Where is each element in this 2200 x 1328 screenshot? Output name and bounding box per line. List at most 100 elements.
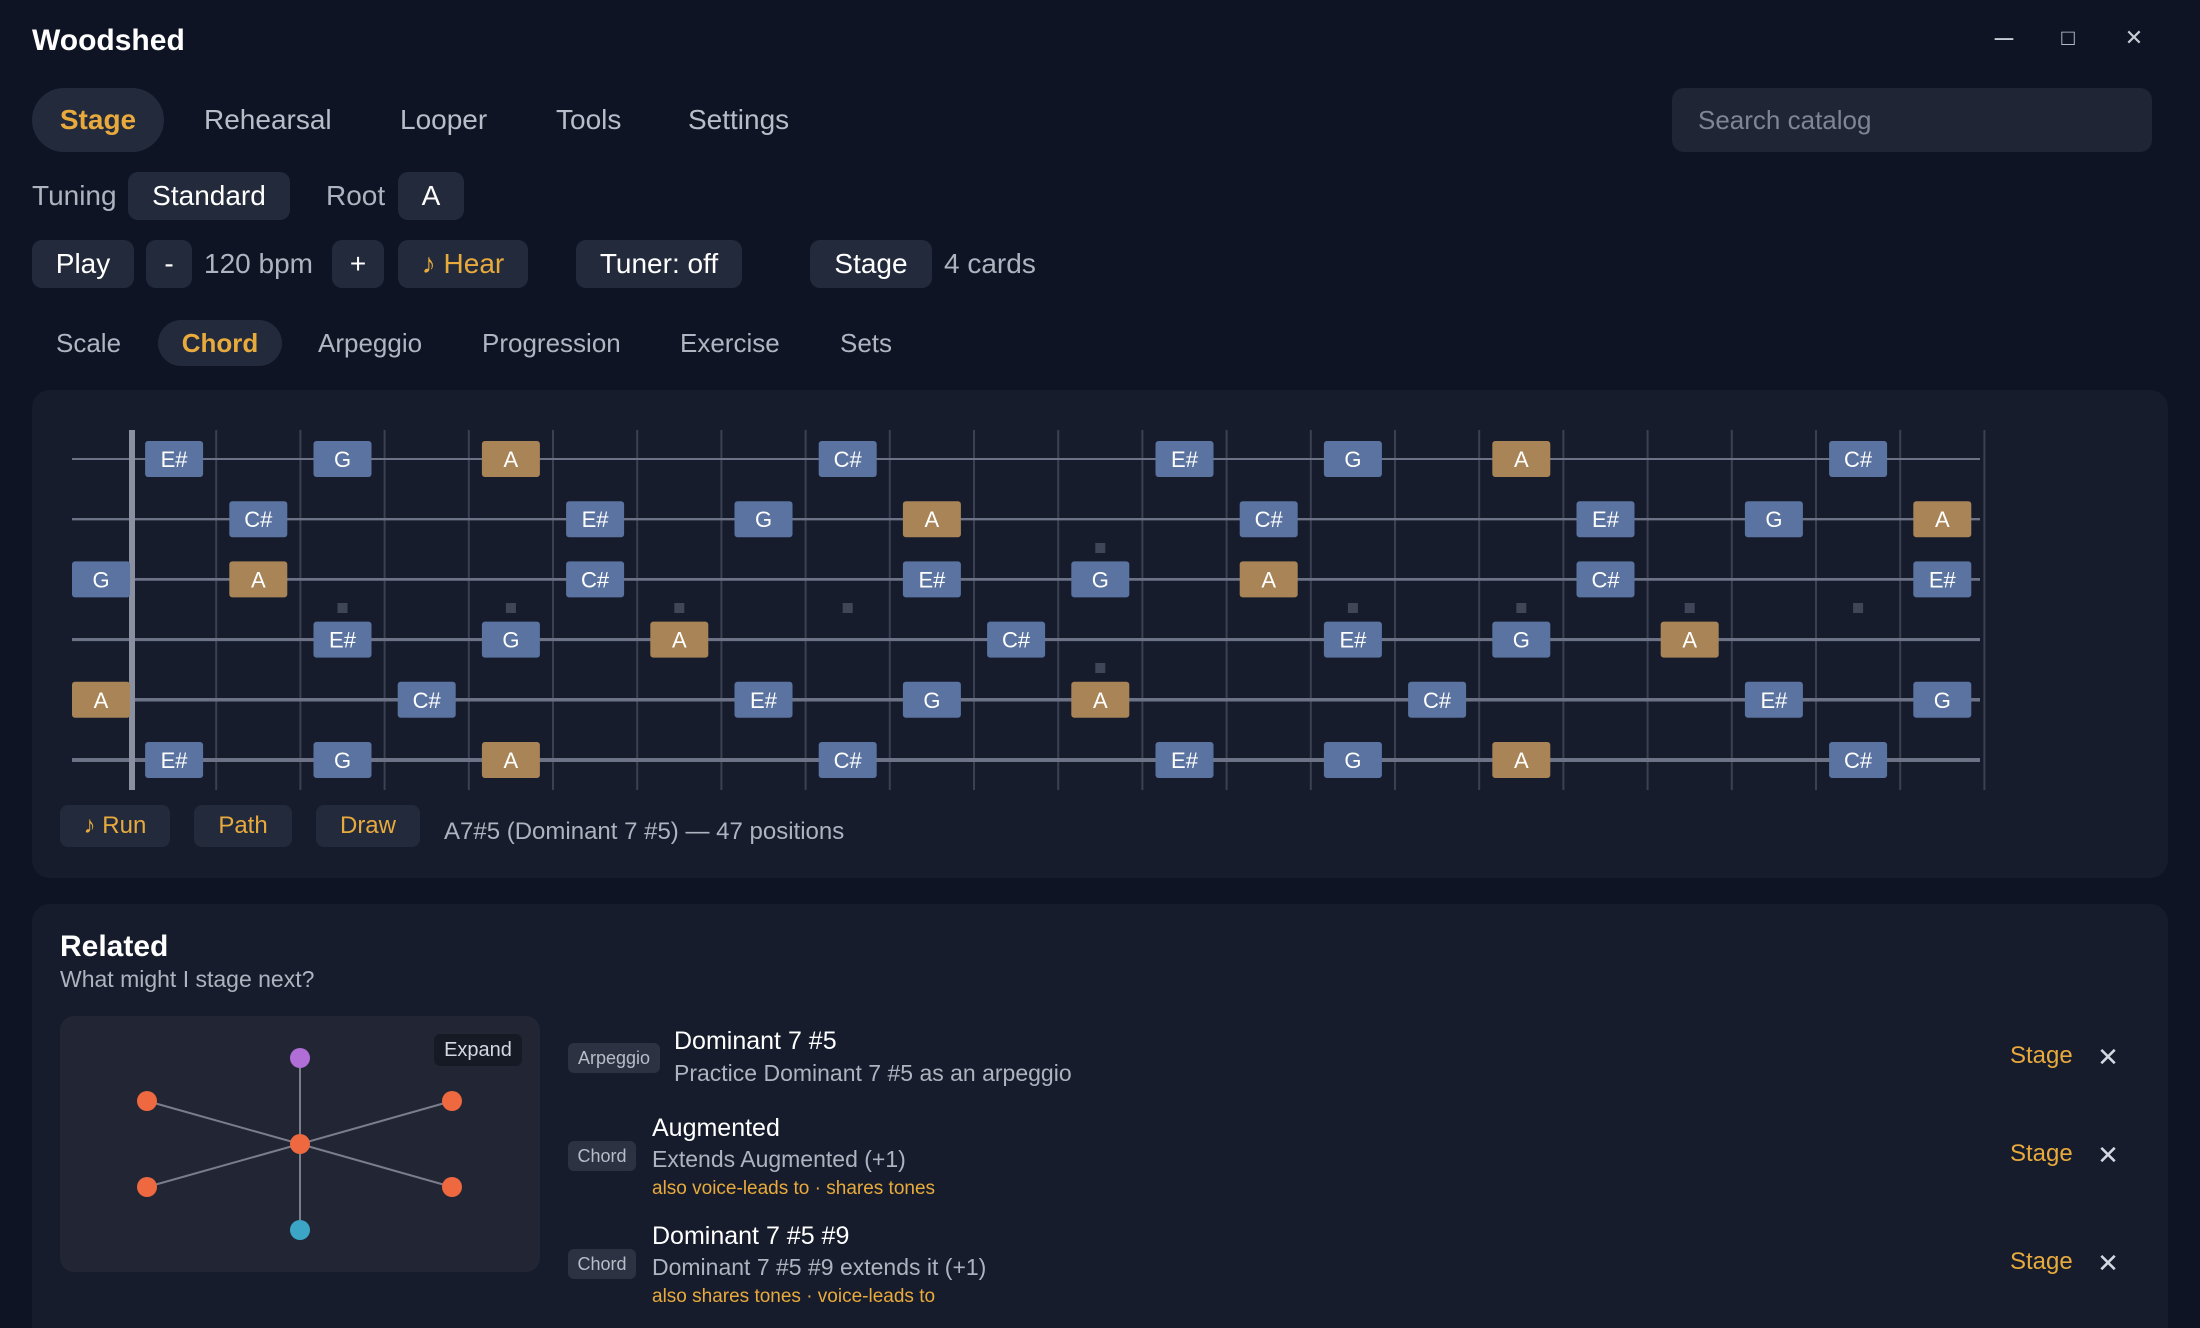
graph-node[interactable]	[137, 1091, 157, 1111]
search-input[interactable]	[1672, 88, 2152, 152]
note-marker[interactable]	[734, 681, 793, 718]
tab-stage[interactable]: Stage	[32, 88, 164, 152]
related-stage-button[interactable]: Stage	[2010, 1140, 2073, 1167]
note-marker[interactable]	[566, 501, 625, 538]
bpm-decrease-button[interactable]: -	[146, 240, 192, 288]
graph-node[interactable]	[442, 1091, 462, 1111]
tab-rehearsal[interactable]: Rehearsal	[204, 104, 332, 135]
note-label: C#	[1423, 688, 1452, 713]
note-marker[interactable]	[1155, 441, 1214, 477]
related-type-badge: Chord	[568, 1249, 636, 1279]
note-label: A	[925, 507, 940, 532]
note-label: G	[334, 447, 351, 472]
expand-graph-button[interactable]: Expand	[434, 1034, 522, 1066]
graph-node[interactable]	[290, 1220, 310, 1240]
root-note-marker[interactable]	[1239, 561, 1298, 598]
subtab-sets[interactable]: Sets	[840, 328, 893, 358]
subtab-chord[interactable]: Chord	[158, 320, 282, 366]
root-note-marker[interactable]	[1660, 621, 1719, 658]
note-marker[interactable]	[1913, 681, 1972, 718]
note-marker[interactable]	[734, 501, 793, 538]
note-marker[interactable]	[1492, 621, 1551, 658]
play-button[interactable]: Play	[32, 240, 134, 288]
bpm-increase-button[interactable]: +	[332, 240, 384, 288]
draw-button[interactable]: Draw	[316, 805, 420, 847]
root-note-marker[interactable]	[650, 621, 709, 658]
hear-button[interactable]: ♪ Hear	[398, 240, 528, 288]
tab-settings[interactable]: Settings	[688, 104, 790, 135]
note-marker[interactable]	[145, 441, 204, 477]
tuning-select[interactable]: Standard	[128, 172, 290, 220]
subtab-progression[interactable]: Progression	[482, 328, 621, 358]
related-item-title[interactable]: Dominant 7 #5 #9	[652, 1222, 850, 1250]
note-marker[interactable]	[1071, 561, 1130, 598]
root-note-marker[interactable]	[229, 561, 288, 598]
note-marker[interactable]	[145, 742, 204, 778]
root-note-marker[interactable]	[481, 742, 540, 778]
related-dismiss-button[interactable]: ✕	[2097, 1042, 2119, 1072]
note-marker[interactable]	[1323, 441, 1382, 477]
note-marker[interactable]	[1913, 561, 1972, 598]
root-note-marker[interactable]	[481, 441, 540, 477]
note-marker[interactable]	[1744, 681, 1803, 718]
note-marker[interactable]	[72, 561, 130, 598]
related-stage-button[interactable]: Stage	[2010, 1248, 2073, 1275]
root-note-marker[interactable]	[1492, 742, 1551, 778]
fretboard[interactable]: E# G A C# E# G A C# C# E# G A C# E# G A G A C# E# G A C# E# E# G A…	[64, 426, 2064, 796]
tab-looper[interactable]: Looper	[400, 104, 488, 135]
tuner-toggle[interactable]: Tuner: off	[576, 240, 742, 288]
related-stage-button[interactable]: Stage	[2010, 1042, 2073, 1069]
root-note-marker[interactable]	[1492, 441, 1551, 477]
note-marker[interactable]	[818, 441, 877, 477]
note-marker[interactable]	[313, 621, 372, 658]
run-button[interactable]: ♪ Run	[60, 805, 170, 847]
root-select[interactable]: A	[398, 172, 464, 220]
note-marker[interactable]	[1744, 501, 1803, 538]
note-marker[interactable]	[1829, 742, 1888, 778]
note-marker[interactable]	[1323, 621, 1382, 658]
root-note-marker[interactable]	[1913, 501, 1972, 538]
note-marker[interactable]	[1155, 742, 1214, 778]
related-item-note: also voice-leads to · shares tones	[652, 1178, 936, 1199]
note-marker[interactable]	[481, 621, 540, 658]
root-note-marker[interactable]	[72, 681, 130, 718]
tab-tools[interactable]: Tools	[556, 104, 622, 135]
graph-center-node[interactable]	[290, 1134, 310, 1154]
related-dismiss-button[interactable]: ✕	[2097, 1140, 2119, 1170]
root-note-marker[interactable]	[902, 501, 961, 538]
fret-inlay	[1853, 603, 1864, 613]
root-note-marker[interactable]	[1071, 681, 1130, 718]
related-item-title[interactable]: Dominant 7 #5	[674, 1027, 837, 1055]
note-marker[interactable]	[397, 681, 456, 718]
note-marker[interactable]	[902, 561, 961, 598]
note-marker[interactable]	[818, 742, 877, 778]
note-marker[interactable]	[229, 501, 288, 538]
note-marker[interactable]	[566, 561, 625, 598]
minimize-button[interactable]: ─	[1994, 23, 2014, 53]
note-label: C#	[1844, 748, 1873, 773]
subtab-exercise[interactable]: Exercise	[680, 328, 780, 358]
note-marker[interactable]	[902, 681, 961, 718]
note-marker[interactable]	[313, 742, 372, 778]
maximize-button[interactable]: □	[2061, 25, 2075, 50]
fret-inlay	[337, 603, 348, 613]
related-dismiss-button[interactable]: ✕	[2097, 1248, 2119, 1278]
close-window-button[interactable]: ✕	[2124, 25, 2144, 50]
note-label: C#	[1255, 507, 1284, 532]
graph-node[interactable]	[290, 1048, 310, 1068]
graph-node[interactable]	[137, 1177, 157, 1197]
subtab-arpeggio[interactable]: Arpeggio	[318, 328, 423, 358]
note-marker[interactable]	[1323, 742, 1382, 778]
note-marker[interactable]	[1576, 501, 1635, 538]
stage-button[interactable]: Stage	[810, 240, 932, 288]
related-item-title[interactable]: Augmented	[652, 1114, 780, 1142]
note-marker[interactable]	[1408, 681, 1467, 718]
note-marker[interactable]	[987, 621, 1046, 658]
note-marker[interactable]	[1239, 501, 1298, 538]
note-marker[interactable]	[1576, 561, 1635, 598]
note-marker[interactable]	[313, 441, 372, 477]
path-button[interactable]: Path	[194, 805, 292, 847]
graph-node[interactable]	[442, 1177, 462, 1197]
subtab-scale[interactable]: Scale	[56, 328, 122, 358]
note-marker[interactable]	[1829, 441, 1888, 477]
